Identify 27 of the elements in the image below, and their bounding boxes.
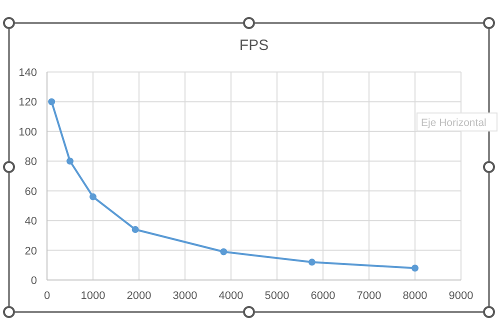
point [90, 193, 96, 200]
y-tick-label: 100 [18, 126, 37, 138]
chart-title: FPS [239, 37, 269, 54]
point [132, 226, 139, 233]
point [66, 158, 74, 165]
x-tick-label: 9000 [448, 290, 474, 302]
x-tick-label: 6000 [310, 290, 336, 302]
x-tick-label: 1000 [80, 290, 106, 302]
point [412, 264, 418, 272]
point [308, 258, 316, 266]
x-tick-label: 8000 [402, 290, 428, 302]
x-tick-label: 5000 [264, 290, 290, 302]
y-tick-label: 140 [18, 67, 37, 79]
x-tick-label: 2000 [126, 290, 152, 302]
y-tick-label: 120 [18, 96, 37, 109]
x-tick-label: 7000 [356, 290, 382, 302]
y-tick-label: 60 [24, 186, 37, 198]
point [48, 98, 56, 106]
y-tick-label: 20 [24, 245, 37, 258]
x-tick-label: 0 [44, 290, 50, 302]
y-tick-label: 80 [24, 156, 37, 168]
x-tick-label: 4000 [218, 290, 244, 302]
point [220, 248, 228, 256]
y-tick-label: 40 [24, 216, 37, 228]
x-tick-label: 3000 [172, 290, 198, 302]
y-tick-label: 0 [30, 275, 37, 287]
annotation: Eje Horizontal [421, 117, 486, 129]
